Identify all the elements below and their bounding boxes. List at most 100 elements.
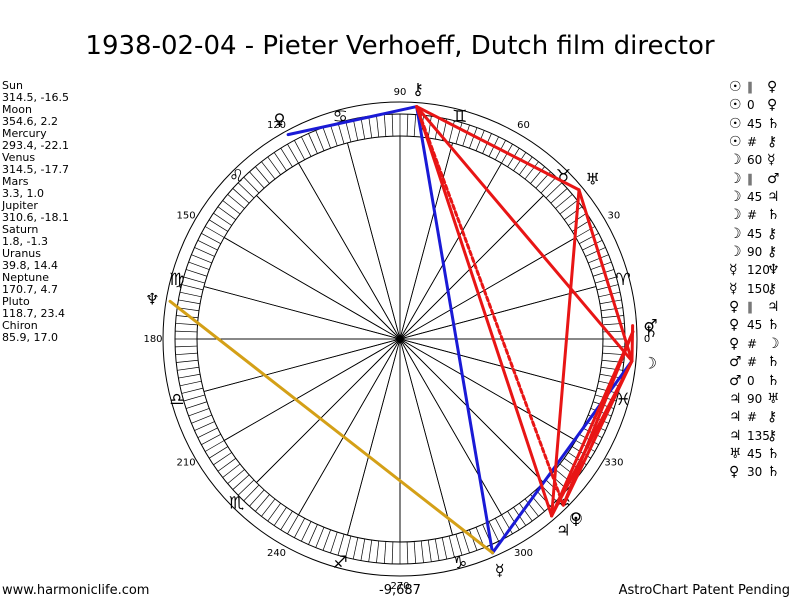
degree-tick	[209, 219, 229, 232]
aspect-row: ☽ 90 ⚷	[729, 243, 799, 261]
aspect-planet-a: ♀	[729, 335, 740, 352]
degree-tick	[330, 531, 338, 554]
degree-tick	[232, 474, 250, 490]
aspect-row: ☿ 150 ⚷	[729, 280, 799, 298]
aspect-row: ☽ 45 ♃	[729, 188, 799, 206]
aspect-type: #	[747, 410, 758, 425]
aspect-row: ☿ 120 ♆	[729, 261, 799, 279]
degree-tick	[287, 143, 299, 164]
aspect-row: ☽ # ♄	[729, 206, 799, 224]
aspect-row: ♀ 30 ♄	[729, 463, 799, 481]
aspect-planet-b: ⚷	[767, 244, 778, 261]
aspect-planet-a: ☽	[729, 152, 742, 169]
planet-positions-list: Sun 314.5, -16.5 Moon 354.6, 2.2 Mercury 293.…	[2, 80, 112, 344]
aspect-planet-a: ♀	[729, 317, 740, 334]
zodiac-sign-icon: ♉	[556, 167, 571, 187]
planet-name: Mercury	[2, 127, 47, 140]
aspect-planet-a: ♃	[729, 390, 742, 407]
degree-tick	[175, 322, 198, 326]
degree-tick	[191, 414, 212, 424]
aspect-planet-a: ☽	[729, 207, 742, 224]
degree-tick	[441, 537, 448, 560]
zodiac-sign-icon: ♐	[333, 553, 348, 573]
degree-tick	[469, 127, 478, 149]
degree-tick	[243, 484, 260, 502]
degree-tick	[540, 176, 557, 194]
aspect-row: ♀ 45 ♄	[729, 316, 799, 334]
center-value: -9,687	[379, 583, 421, 598]
degree-tick	[183, 276, 205, 284]
zodiac-sign-icon: ♌	[229, 167, 244, 187]
spoke-line	[203, 286, 597, 392]
degree-tick	[420, 540, 424, 563]
degree-label: 270	[390, 581, 409, 592]
aspect-row: ♀ # ☽	[729, 335, 799, 353]
aspect-row: ♃ 90 ♅	[729, 390, 799, 408]
planet-name: Saturn	[2, 223, 39, 236]
planet-coords: 39.8, 14.4	[2, 259, 58, 272]
degree-tick	[294, 518, 306, 538]
aspect-planet-b: ♃	[767, 189, 780, 206]
aspect-type: #	[747, 135, 758, 150]
aspect-planet-b: ⚷	[767, 427, 778, 444]
degree-tick	[308, 133, 318, 154]
degree-tick	[176, 359, 199, 363]
degree-tick	[315, 130, 325, 151]
degree-tick	[315, 527, 325, 548]
degree-tick	[585, 247, 606, 257]
degree-tick	[524, 161, 539, 180]
degree-tick	[273, 507, 287, 526]
degree-tick	[249, 489, 265, 507]
planet-coords: 3.3, 1.0	[2, 187, 44, 200]
zodiac-sign-icon: ♓	[616, 390, 631, 410]
aspect-type: #	[747, 336, 758, 351]
aspect-planet-a: ☽	[729, 189, 742, 206]
aspect-type: 0	[747, 98, 755, 113]
degree-tick	[267, 503, 281, 522]
degree-tick	[360, 117, 366, 140]
degree-tick	[194, 247, 215, 257]
degree-tick	[294, 140, 306, 160]
aspect-type: 45	[747, 226, 763, 241]
aspect-type: 135	[747, 428, 770, 443]
degree-tick	[376, 540, 380, 563]
degree-tick	[406, 541, 409, 564]
degree-tick	[222, 200, 241, 215]
aspect-row: ♂ # ♄	[729, 353, 799, 371]
degree-tick	[507, 510, 520, 530]
aspect-line	[561, 359, 634, 507]
planet-glyph-icon: ♀	[570, 509, 582, 528]
aspect-type: 90	[747, 391, 763, 406]
degree-tick	[217, 458, 236, 472]
zodiac-sign-icon: ♊	[452, 107, 467, 127]
degree-tick	[524, 498, 539, 517]
aspect-planet-b: ♄	[767, 354, 780, 371]
aspect-line	[577, 188, 634, 363]
aspect-row: ♂ 0 ♄	[729, 372, 799, 390]
aspect-row: ♅ 45 ♄	[729, 445, 799, 463]
degree-tick	[391, 541, 394, 564]
degree-tick	[352, 537, 359, 560]
degree-label: 240	[267, 548, 286, 559]
planet-coords: 293.4, -22.1	[2, 139, 69, 152]
degree-tick	[322, 529, 331, 551]
aspect-planet-b: ♄	[767, 207, 780, 224]
aspect-planet-b: ⚷	[767, 409, 778, 426]
degree-tick	[413, 114, 417, 137]
aspect-row: ♀ ∥ ♃	[729, 298, 799, 316]
degree-tick	[222, 463, 241, 478]
aspect-line	[630, 324, 635, 363]
degree-tick	[599, 299, 622, 305]
planet-name: Chiron	[2, 319, 38, 332]
aspect-planet-b: ♀	[767, 79, 778, 95]
degree-tick	[183, 394, 205, 402]
degree-tick	[427, 116, 432, 139]
degree-tick	[488, 521, 499, 542]
degree-tick	[201, 233, 221, 245]
aspect-planet-a: ♅	[729, 445, 742, 462]
aspect-planet-a: ♀	[729, 464, 740, 481]
degree-tick	[513, 152, 527, 171]
degree-tick	[337, 534, 345, 556]
aspect-planet-b: ♄	[767, 317, 780, 334]
